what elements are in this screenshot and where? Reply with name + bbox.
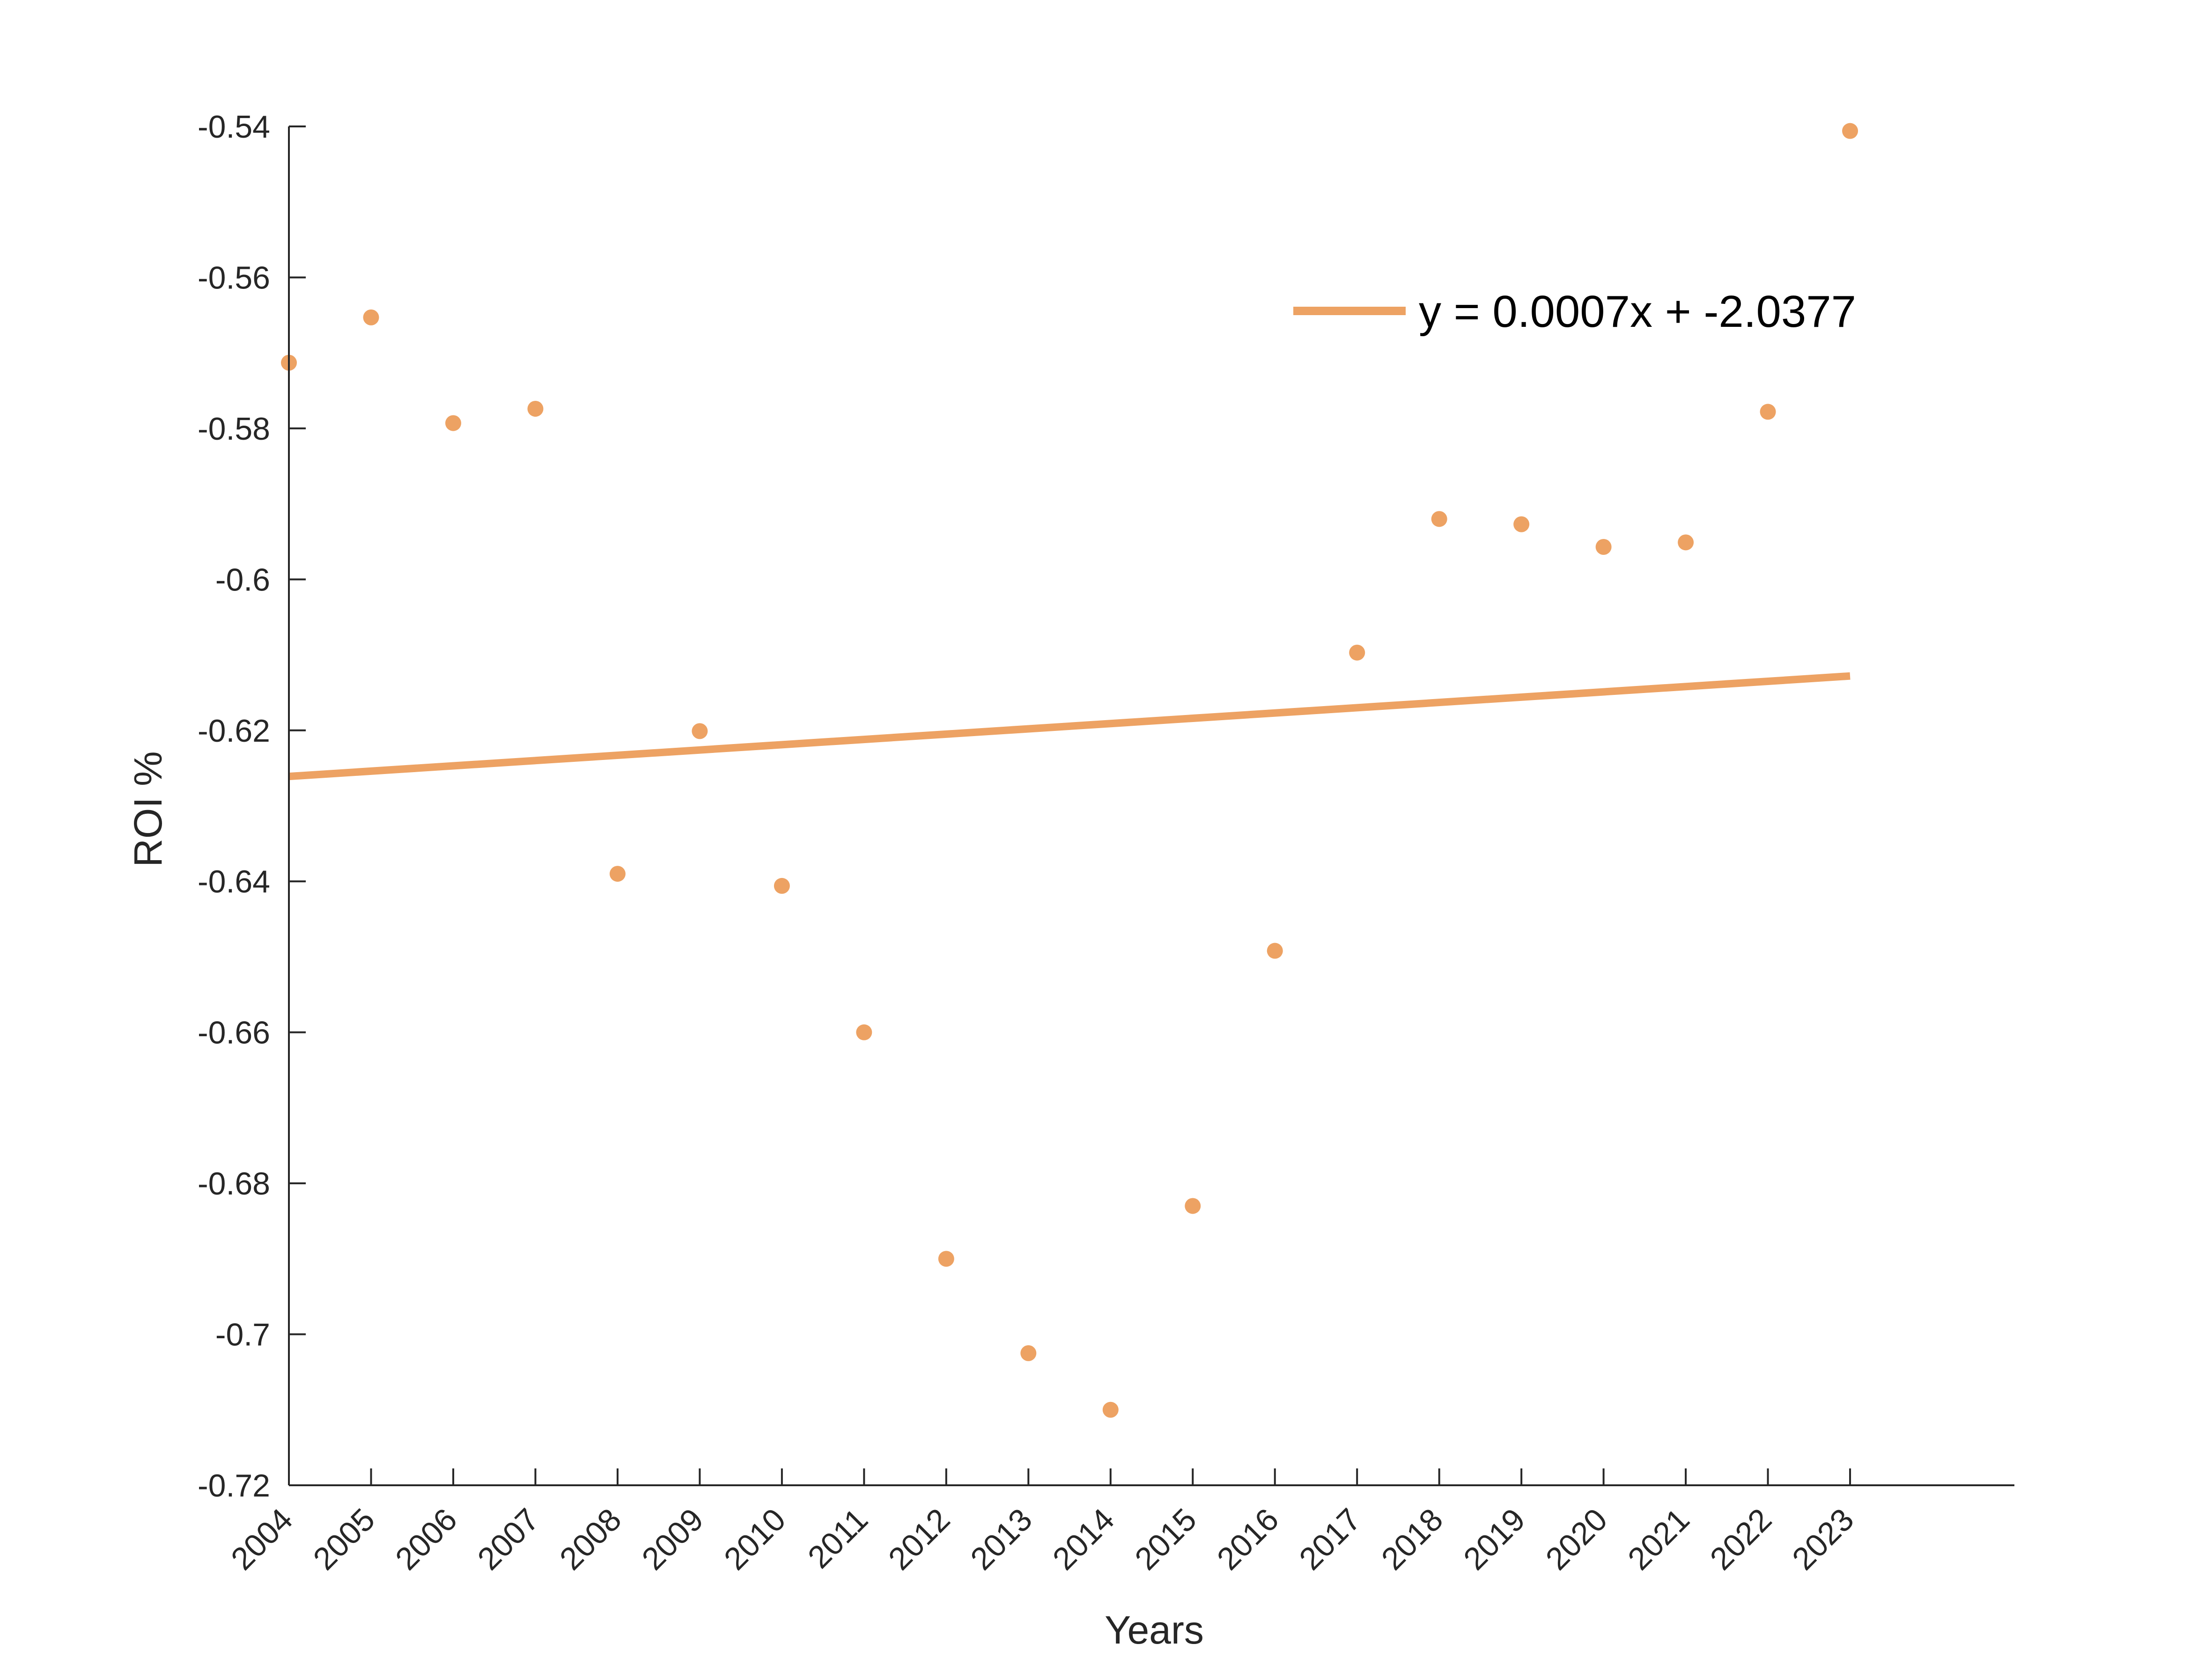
data-point <box>445 415 461 431</box>
y-tick-label: -0.68 <box>198 1166 270 1202</box>
y-tick-label: -0.72 <box>198 1468 270 1504</box>
x-tick-label: 2010 <box>717 1502 793 1577</box>
data-point <box>1431 511 1447 527</box>
data-point <box>1185 1198 1201 1214</box>
y-tick-label: -0.66 <box>198 1015 270 1051</box>
trendline-layer <box>288 672 1851 781</box>
data-point <box>609 866 626 882</box>
data-point <box>774 877 790 894</box>
y-tick-label: -0.6 <box>215 562 270 597</box>
data-point <box>1020 1345 1037 1361</box>
x-tick-label: 2006 <box>389 1502 464 1577</box>
legend: y = 0.0007x + -2.0377 <box>1293 287 1856 337</box>
data-point <box>1595 539 1612 555</box>
data-point <box>692 723 708 739</box>
legend-entry-trendline: y = 0.0007x + -2.0377 <box>1419 287 1856 337</box>
data-point <box>527 400 544 417</box>
data-point <box>1513 516 1530 532</box>
y-tick-label: -0.56 <box>198 260 270 295</box>
y-tick-label: -0.7 <box>215 1317 270 1353</box>
y-tick-label: -0.64 <box>198 864 270 900</box>
x-tick-label: 2016 <box>1210 1502 1286 1577</box>
x-tick-label: 2009 <box>635 1502 710 1577</box>
x-tick-label: 2011 <box>801 1502 875 1575</box>
data-point <box>1678 534 1694 551</box>
data-point <box>856 1024 872 1040</box>
x-tick-label: 2018 <box>1375 1502 1450 1577</box>
data-point <box>1102 1401 1119 1418</box>
x-tick-label: 2007 <box>471 1502 546 1577</box>
data-point <box>363 309 379 325</box>
x-tick-label: 2021 <box>1621 1502 1696 1577</box>
data-point <box>938 1251 954 1267</box>
data-points <box>281 123 1858 1418</box>
x-tick-label: 2015 <box>1128 1502 1203 1577</box>
x-tick-label: 2017 <box>1292 1502 1368 1577</box>
x-axis-label: Years <box>1105 1608 1204 1652</box>
y-tick-label: -0.58 <box>198 411 270 447</box>
x-tick-label: 2013 <box>964 1502 1039 1577</box>
x-tick-label: 2014 <box>1046 1502 1121 1577</box>
y-axis-label: ROI % <box>126 751 170 867</box>
x-tick-label: 2019 <box>1457 1502 1532 1577</box>
x-tick-label: 2020 <box>1539 1502 1615 1577</box>
data-point <box>1760 404 1776 420</box>
data-point <box>1267 943 1283 959</box>
x-tick-label: 2005 <box>306 1502 382 1577</box>
x-tick-label: 2012 <box>882 1502 957 1577</box>
data-point <box>1842 123 1858 139</box>
x-tick-label: 2008 <box>553 1502 628 1577</box>
data-point <box>1349 644 1365 661</box>
y-tick-label: -0.62 <box>198 713 270 749</box>
x-tick-label: 2023 <box>1785 1502 1861 1577</box>
y-tick-label: -0.54 <box>198 109 270 145</box>
x-tick-label: 2004 <box>224 1502 300 1577</box>
x-tick-label: 2022 <box>1703 1502 1778 1577</box>
trendline <box>288 672 1851 781</box>
